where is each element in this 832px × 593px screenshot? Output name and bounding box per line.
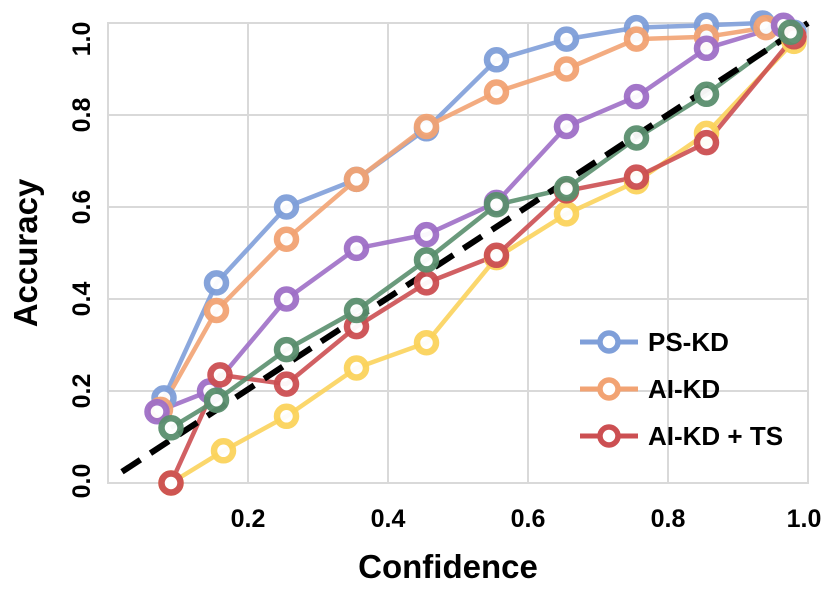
data-point: [343, 235, 370, 262]
legend-marker: [597, 330, 621, 354]
data-point: [158, 470, 184, 496]
y-tick-label: 0.4: [68, 282, 96, 317]
data-point: [413, 113, 440, 140]
data-point: [483, 242, 510, 269]
legend-marker: [597, 424, 621, 448]
x-tick-label: 1.0: [787, 505, 822, 533]
markers-layer: [144, 10, 807, 496]
data-point: [158, 415, 184, 441]
data-point: [273, 286, 300, 312]
data-point: [273, 371, 300, 397]
data-point: [483, 191, 510, 218]
data-point: [553, 56, 580, 82]
data-point: [623, 26, 650, 52]
data-point: [203, 270, 230, 296]
legend-label: AI-KD + TS: [648, 421, 783, 451]
x-tick-label: 0.4: [371, 505, 406, 533]
series-line-unlabeled-3: [156, 23, 785, 414]
data-point: [203, 297, 230, 324]
data-point: [343, 297, 370, 324]
x-tick-label: 0.2: [231, 505, 266, 533]
data-point: [777, 19, 804, 45]
series-line-ai-kd-ts: [168, 35, 796, 484]
y-axis-label: Accuracy: [7, 178, 44, 327]
y-tick-label: 1.0: [68, 22, 96, 57]
x-tick-labels: 0.2 0.4 0.6 0.8 1.0: [231, 505, 822, 533]
legend: PS-KD AI-KD AI-KD + TS: [580, 327, 783, 451]
data-point: [144, 398, 170, 425]
legend-label: AI-KD: [648, 374, 720, 404]
x-axis-label: Confidence: [358, 548, 538, 585]
data-point: [483, 47, 510, 73]
data-point: [553, 26, 580, 52]
y-tick-labels: 0.0 0.2 0.4 0.6 0.8 1.0: [68, 22, 96, 499]
y-tick-label: 0.6: [68, 190, 96, 225]
perfect-calibration-line: [120, 20, 810, 475]
data-point: [553, 201, 580, 227]
data-point: [623, 83, 650, 110]
x-tick-label: 0.6: [511, 505, 546, 533]
y-tick-label: 0.8: [68, 98, 96, 133]
data-point: [413, 329, 440, 356]
data-point: [413, 247, 440, 273]
x-tick-label: 0.8: [651, 505, 686, 533]
data-point: [210, 438, 237, 464]
y-tick-label: 0.2: [68, 374, 96, 409]
plot-frame: [107, 22, 809, 484]
data-point: [623, 125, 650, 151]
data-point: [553, 175, 580, 202]
legend-label: PS-KD: [648, 327, 729, 357]
series-line-unlabeled-4: [169, 30, 792, 430]
data-point: [623, 164, 650, 190]
data-point: [343, 166, 370, 193]
legend-marker: [597, 377, 621, 401]
data-point: [203, 387, 230, 413]
data-point: [693, 35, 720, 62]
data-point: [553, 113, 580, 140]
data-point: [273, 194, 300, 220]
data-point: [343, 355, 370, 381]
data-point: [273, 336, 300, 363]
data-point: [413, 270, 440, 296]
data-point: [693, 81, 720, 108]
data-point: [273, 226, 300, 252]
data-point: [273, 403, 300, 430]
data-point: [413, 221, 440, 248]
y-tick-label: 0.0: [68, 464, 96, 499]
data-point: [483, 79, 510, 105]
data-point: [693, 129, 720, 156]
data-point: [207, 362, 233, 388]
